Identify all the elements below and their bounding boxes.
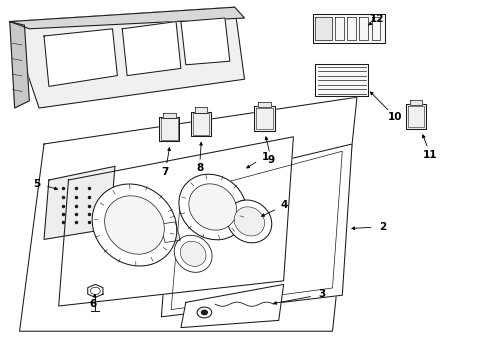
Ellipse shape bbox=[234, 207, 264, 236]
Text: 2: 2 bbox=[378, 222, 385, 232]
Text: 1: 1 bbox=[261, 152, 268, 162]
Polygon shape bbox=[10, 22, 29, 108]
Polygon shape bbox=[314, 17, 331, 40]
Text: 9: 9 bbox=[267, 155, 274, 165]
Ellipse shape bbox=[188, 184, 236, 230]
Text: 7: 7 bbox=[161, 167, 169, 177]
Polygon shape bbox=[87, 284, 103, 297]
Ellipse shape bbox=[174, 235, 212, 272]
Polygon shape bbox=[163, 113, 175, 118]
Polygon shape bbox=[44, 29, 117, 86]
Polygon shape bbox=[160, 222, 180, 243]
Polygon shape bbox=[161, 144, 351, 317]
Polygon shape bbox=[122, 22, 181, 76]
Polygon shape bbox=[190, 112, 211, 136]
Text: 5: 5 bbox=[33, 179, 40, 189]
Polygon shape bbox=[159, 117, 179, 141]
Polygon shape bbox=[59, 137, 293, 306]
Text: 10: 10 bbox=[387, 112, 402, 122]
Text: 8: 8 bbox=[196, 163, 203, 174]
Ellipse shape bbox=[104, 196, 164, 254]
Polygon shape bbox=[181, 284, 283, 328]
Text: 3: 3 bbox=[318, 289, 325, 300]
Ellipse shape bbox=[179, 174, 246, 240]
Polygon shape bbox=[312, 14, 385, 43]
Text: 11: 11 bbox=[422, 150, 437, 160]
Text: 6: 6 bbox=[89, 299, 96, 309]
Ellipse shape bbox=[180, 241, 205, 266]
Polygon shape bbox=[405, 104, 426, 129]
Polygon shape bbox=[44, 166, 115, 239]
Polygon shape bbox=[10, 7, 244, 108]
Polygon shape bbox=[409, 100, 422, 105]
Text: 12: 12 bbox=[369, 14, 384, 24]
Text: 4: 4 bbox=[280, 200, 288, 210]
Polygon shape bbox=[258, 102, 270, 107]
Polygon shape bbox=[181, 18, 229, 65]
Circle shape bbox=[90, 287, 100, 294]
Circle shape bbox=[197, 307, 211, 318]
Ellipse shape bbox=[226, 200, 271, 243]
Circle shape bbox=[201, 310, 207, 315]
Polygon shape bbox=[10, 7, 244, 29]
Polygon shape bbox=[194, 107, 207, 113]
Polygon shape bbox=[315, 64, 367, 96]
Polygon shape bbox=[254, 106, 274, 131]
Ellipse shape bbox=[92, 184, 177, 266]
